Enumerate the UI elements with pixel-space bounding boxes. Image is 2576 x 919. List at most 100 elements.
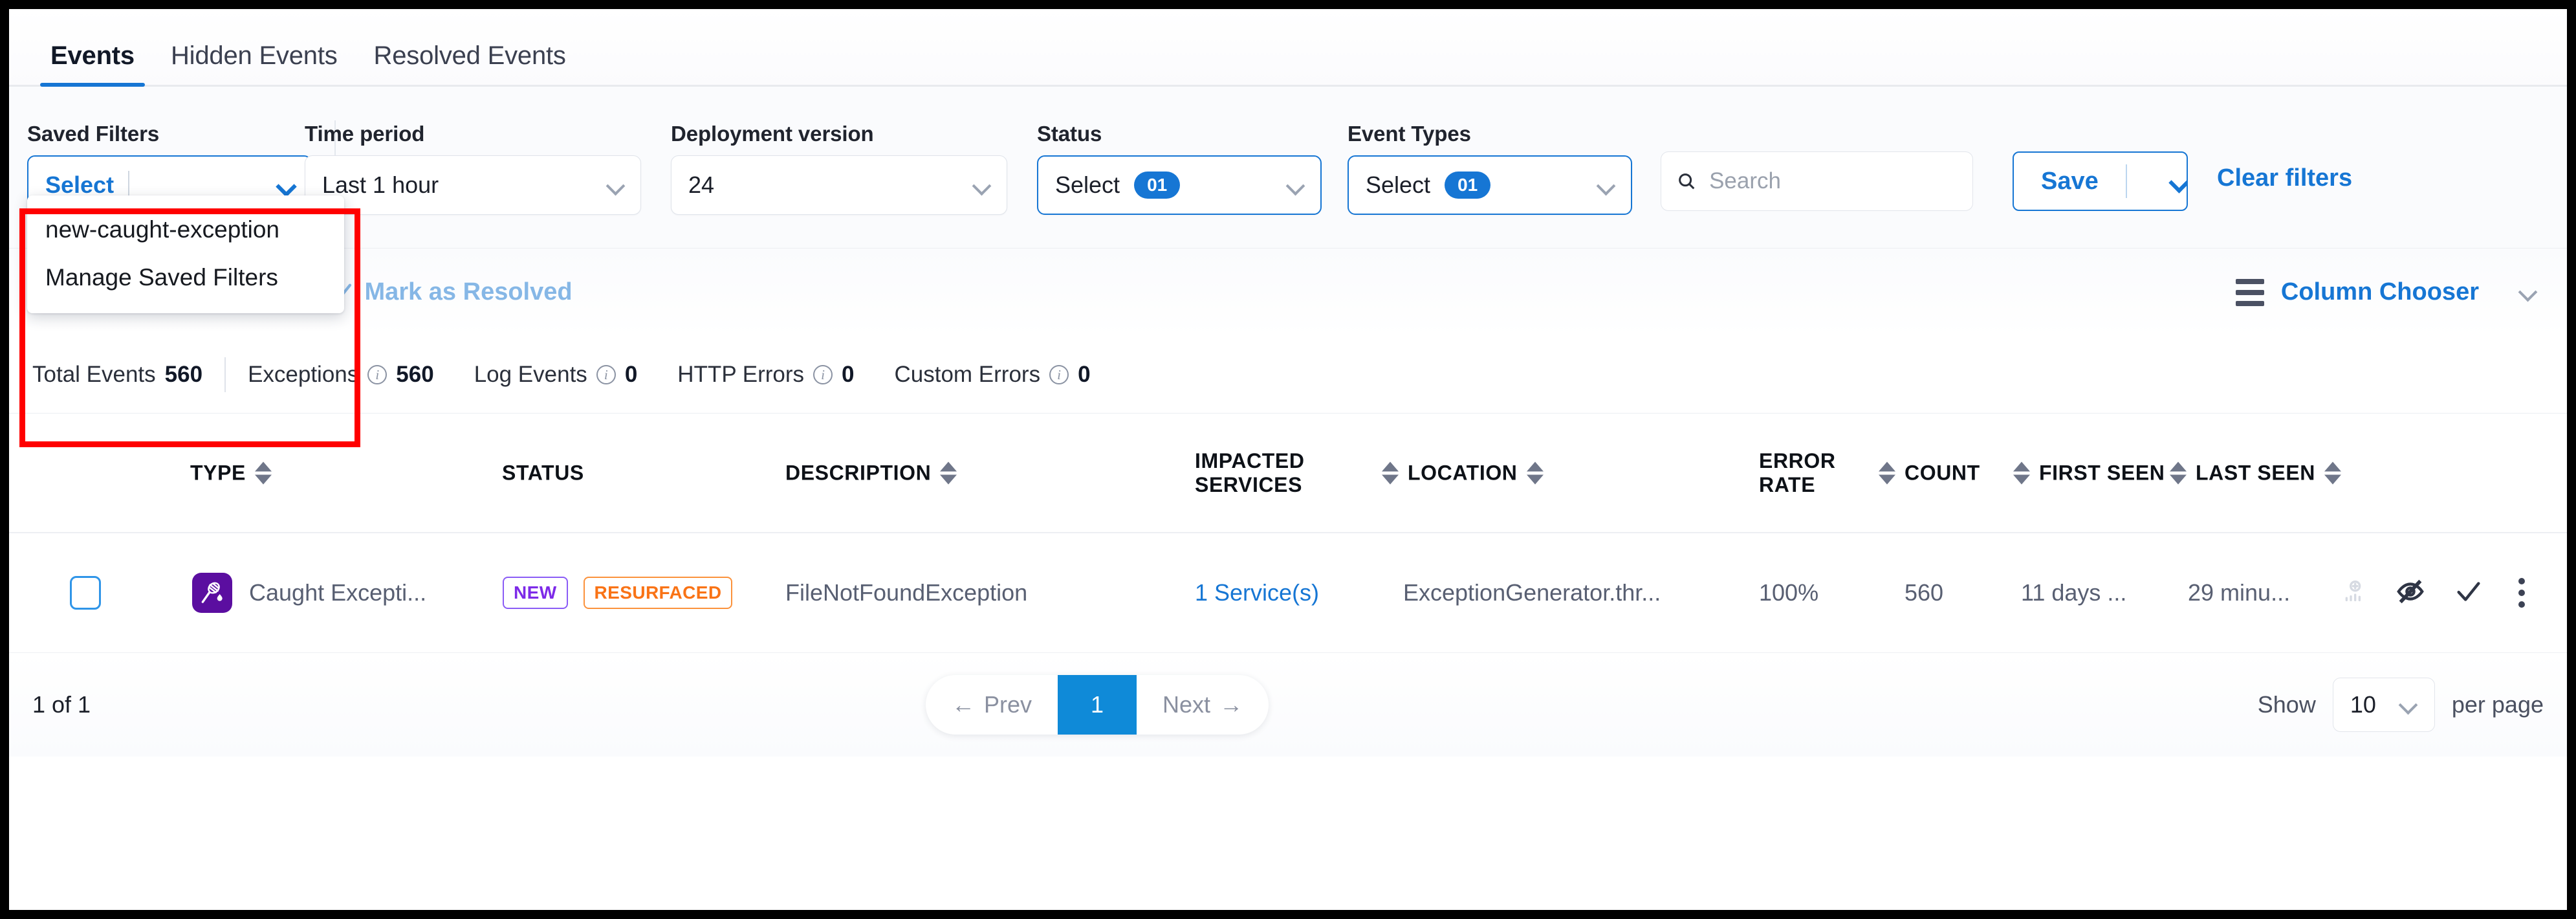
show-label: Show [2257, 691, 2316, 718]
tab-events[interactable]: Events [32, 41, 153, 87]
stat-exceptions-label: Exceptions [248, 361, 359, 387]
status-value: Select [1055, 172, 1120, 198]
next-page-label: Next [1162, 691, 1211, 718]
chevron-down-icon[interactable] [2519, 283, 2538, 302]
column-header-last-seen-label: LAST SEEN [2196, 461, 2315, 484]
per-page-value: 10 [2350, 691, 2376, 718]
column-header-first-seen[interactable]: FIRST SEEN [2013, 461, 2165, 485]
stat-total-events-value: 560 [164, 361, 203, 387]
info-icon[interactable]: i [367, 364, 387, 384]
column-header-impacted-services-line2: SERVICES [1195, 472, 1303, 496]
tab-resolved-events[interactable]: Resolved Events [356, 41, 584, 85]
table-row[interactable]: Caught Excepti... NEW RESURFACED FileNot… [9, 533, 2567, 653]
arrow-right-icon: → [1219, 691, 1243, 718]
tab-hidden-events[interactable]: Hidden Events [153, 41, 356, 85]
deployment-version-group: Deployment version 24 [671, 122, 1007, 215]
time-period-select[interactable]: Last 1 hour [305, 155, 641, 215]
sort-icon[interactable] [1526, 461, 1544, 484]
event-types-select[interactable]: Select 01 [1348, 155, 1632, 215]
cell-description: FileNotFoundException [785, 579, 1028, 606]
per-page-select[interactable]: 10 [2332, 678, 2435, 732]
stat-log-events: Log Events i 0 [474, 362, 638, 388]
hide-event-icon[interactable] [2396, 577, 2425, 610]
tab-hidden-events-label: Hidden Events [170, 41, 338, 70]
stats-bar: Total Events 560 Exceptions i 560 Log Ev… [9, 336, 2567, 414]
filter-bar: Saved Filters Select new-caught-exceptio… [9, 87, 2567, 447]
column-header-first-seen-label: FIRST SEEN [2039, 461, 2165, 484]
save-button-divider [2125, 164, 2127, 198]
column-header-type[interactable]: TYPE [190, 461, 272, 485]
column-header-error-rate[interactable]: ERROR RATE [1759, 448, 1836, 496]
sort-icon[interactable] [1382, 461, 1399, 484]
status-count-badge: 01 [1134, 172, 1181, 199]
status-select[interactable]: Select 01 [1037, 155, 1322, 215]
saved-filter-option-manage[interactable]: Manage Saved Filters [45, 264, 278, 291]
saved-filters-label: Saved Filters [27, 122, 160, 146]
next-page-button[interactable]: Next → [1137, 675, 1269, 735]
status-badge-new: NEW [503, 577, 568, 609]
cell-type-label: Caught Excepti... [249, 579, 427, 606]
stat-log-events-value: 0 [624, 361, 638, 387]
chevron-down-icon[interactable] [607, 177, 624, 194]
save-dropdown-toggle[interactable] [2127, 173, 2187, 190]
tab-resolved-events-label: Resolved Events [373, 41, 566, 70]
page-number-1[interactable]: 1 [1058, 675, 1137, 735]
event-types-value: Select [1366, 172, 1431, 198]
row-select-checkbox[interactable] [70, 576, 101, 610]
column-header-last-seen[interactable]: LAST SEEN [2170, 461, 2341, 485]
column-header-location[interactable]: LOCATION [1382, 461, 1544, 485]
stat-custom-errors: Custom Errors i 0 [895, 362, 1091, 388]
stat-http-errors-label: HTTP Errors [677, 361, 805, 387]
column-header-status[interactable]: STATUS [502, 461, 584, 485]
cell-error-rate: 100% [1759, 579, 1819, 606]
column-header-description[interactable]: DESCRIPTION [785, 461, 957, 485]
cell-count: 560 [1905, 579, 1944, 606]
sort-icon[interactable] [2013, 461, 2030, 484]
stat-log-events-label: Log Events [474, 361, 587, 387]
sort-icon[interactable] [254, 461, 272, 484]
cell-impacted-services[interactable]: 1 Service(s) [1195, 579, 1320, 606]
pager: ← Prev 1 Next → [926, 675, 1269, 735]
search-input[interactable] [1709, 168, 1957, 194]
status-label: Status [1037, 122, 1102, 146]
sort-icon[interactable] [1879, 461, 1895, 484]
table-header: TYPE STATUS DESCRIPTION IMPACTED SERVICE… [9, 414, 2567, 533]
prev-page-button[interactable]: ← Prev [926, 675, 1058, 735]
pagination-bar: 1 of 1 ← Prev 1 Next → Show 10 per page [9, 653, 2567, 757]
column-chooser-button[interactable]: Column Chooser [2235, 278, 2544, 306]
time-period-group: Time period Last 1 hour [305, 122, 641, 215]
event-types-count-badge: 01 [1445, 172, 1491, 199]
clear-filters-button[interactable]: Clear filters [2217, 164, 2353, 192]
chevron-down-icon[interactable] [1287, 177, 1304, 194]
saved-filter-option-new-caught-exception[interactable]: new-caught-exception [45, 216, 279, 243]
chevron-down-icon[interactable] [277, 177, 294, 194]
sort-icon[interactable] [2324, 461, 2341, 484]
sort-icon[interactable] [2170, 461, 2187, 484]
info-icon[interactable]: i [1049, 364, 1069, 384]
page-info: 1 of 1 [32, 691, 91, 718]
saved-filters-value: Select [45, 172, 115, 198]
column-header-impacted-services[interactable]: IMPACTED SERVICES [1195, 448, 1305, 496]
caught-exception-icon [192, 573, 232, 613]
chevron-down-icon[interactable] [973, 177, 990, 194]
resolve-event-icon[interactable] [2454, 577, 2483, 610]
column-header-count[interactable]: COUNT [1879, 461, 1980, 485]
row-more-menu-icon[interactable] [2512, 575, 2531, 610]
search-box[interactable] [1661, 151, 1973, 211]
cell-location: ExceptionGenerator.thr... [1403, 579, 1661, 606]
saved-filters-divider [128, 171, 130, 199]
sort-icon[interactable] [940, 461, 957, 484]
event-types-group: Event Types Select 01 [1348, 122, 1632, 215]
arrow-left-icon: ← [952, 691, 975, 718]
column-header-count-label: COUNT [1905, 461, 1980, 484]
column-header-error-rate-line2: RATE [1759, 472, 1816, 496]
add-to-metrics-icon[interactable] [2341, 579, 2367, 608]
chevron-down-icon[interactable] [1597, 177, 1614, 194]
mark-as-resolved-button[interactable]: Mark as Resolved [327, 278, 573, 306]
info-icon[interactable]: i [813, 364, 833, 384]
stat-custom-errors-label: Custom Errors [894, 361, 1041, 387]
stat-total-events-label: Total Events [32, 361, 156, 387]
info-icon[interactable]: i [596, 364, 616, 384]
save-filter-button[interactable]: Save [2013, 151, 2188, 211]
deployment-version-select[interactable]: 24 [671, 155, 1007, 215]
